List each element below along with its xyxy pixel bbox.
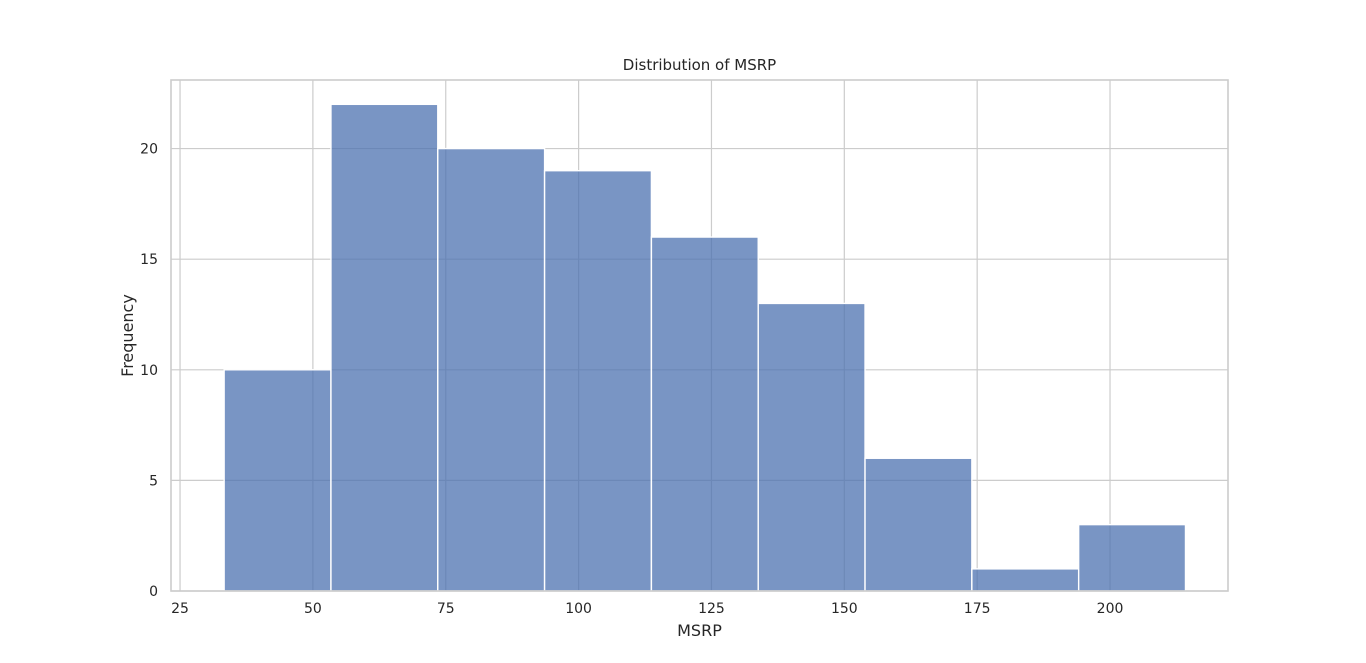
y-tick-label: 20 xyxy=(140,142,158,158)
histogram-bar xyxy=(223,369,332,592)
x-tick-label: 25 xyxy=(171,601,189,617)
histogram-bar xyxy=(757,302,866,592)
x-tick-label: 150 xyxy=(831,601,858,617)
histogram-bar xyxy=(971,568,1080,592)
histogram-bar xyxy=(864,457,973,592)
y-axis-label: Frequency xyxy=(118,294,137,377)
x-tick-label: 200 xyxy=(1097,601,1124,617)
histogram-bar xyxy=(650,236,759,592)
y-tick-label: 0 xyxy=(149,584,158,600)
x-axis-label: MSRP xyxy=(677,621,722,640)
histogram-bars xyxy=(223,103,1187,592)
histogram-bar xyxy=(330,103,439,592)
x-tick-label: 125 xyxy=(698,601,725,617)
y-tick-label: 10 xyxy=(140,363,158,379)
histogram-bar xyxy=(437,147,546,592)
y-tick-label: 5 xyxy=(149,473,158,489)
x-tick-label: 75 xyxy=(437,601,455,617)
chart-title: Distribution of MSRP xyxy=(623,56,776,74)
x-tick-label: 100 xyxy=(565,601,592,617)
x-tick-label: 50 xyxy=(304,601,322,617)
histogram-bar xyxy=(1077,523,1187,592)
plot-frame xyxy=(170,79,1229,592)
histogram-bar xyxy=(543,169,653,592)
x-tick-labels: 25 50 75 100 125 150 175 200 xyxy=(171,601,1123,617)
y-tick-label: 15 xyxy=(140,252,158,268)
x-tick-label: 175 xyxy=(964,601,991,617)
y-tick-labels: 0 5 10 15 20 xyxy=(140,142,158,600)
